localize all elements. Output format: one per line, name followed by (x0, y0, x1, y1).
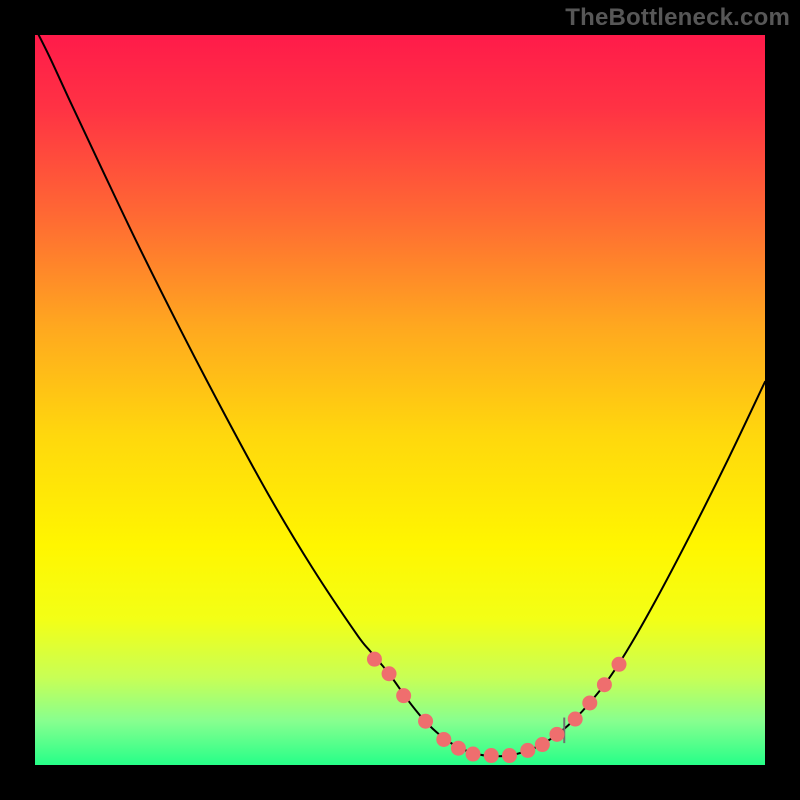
curve-marker (382, 667, 396, 681)
watermark-label: TheBottleneck.com (565, 4, 790, 32)
curve-marker (466, 747, 480, 761)
curve-marker (484, 749, 498, 763)
curve-marker (521, 743, 535, 757)
curve-marker (568, 712, 582, 726)
curve-marker (550, 727, 564, 741)
curve-marker (451, 741, 465, 755)
curve-marker (612, 657, 626, 671)
chart-stage: TheBottleneck.com (0, 0, 800, 800)
curve-marker (503, 749, 517, 763)
curve-marker (397, 689, 411, 703)
curve-marker (367, 652, 381, 666)
curve-marker (597, 678, 611, 692)
curve-marker (583, 696, 597, 710)
curve-marker (437, 732, 451, 746)
curve-marker (535, 738, 549, 752)
curve-marker (419, 714, 433, 728)
plot-background (35, 35, 765, 765)
chart-svg (0, 0, 800, 800)
